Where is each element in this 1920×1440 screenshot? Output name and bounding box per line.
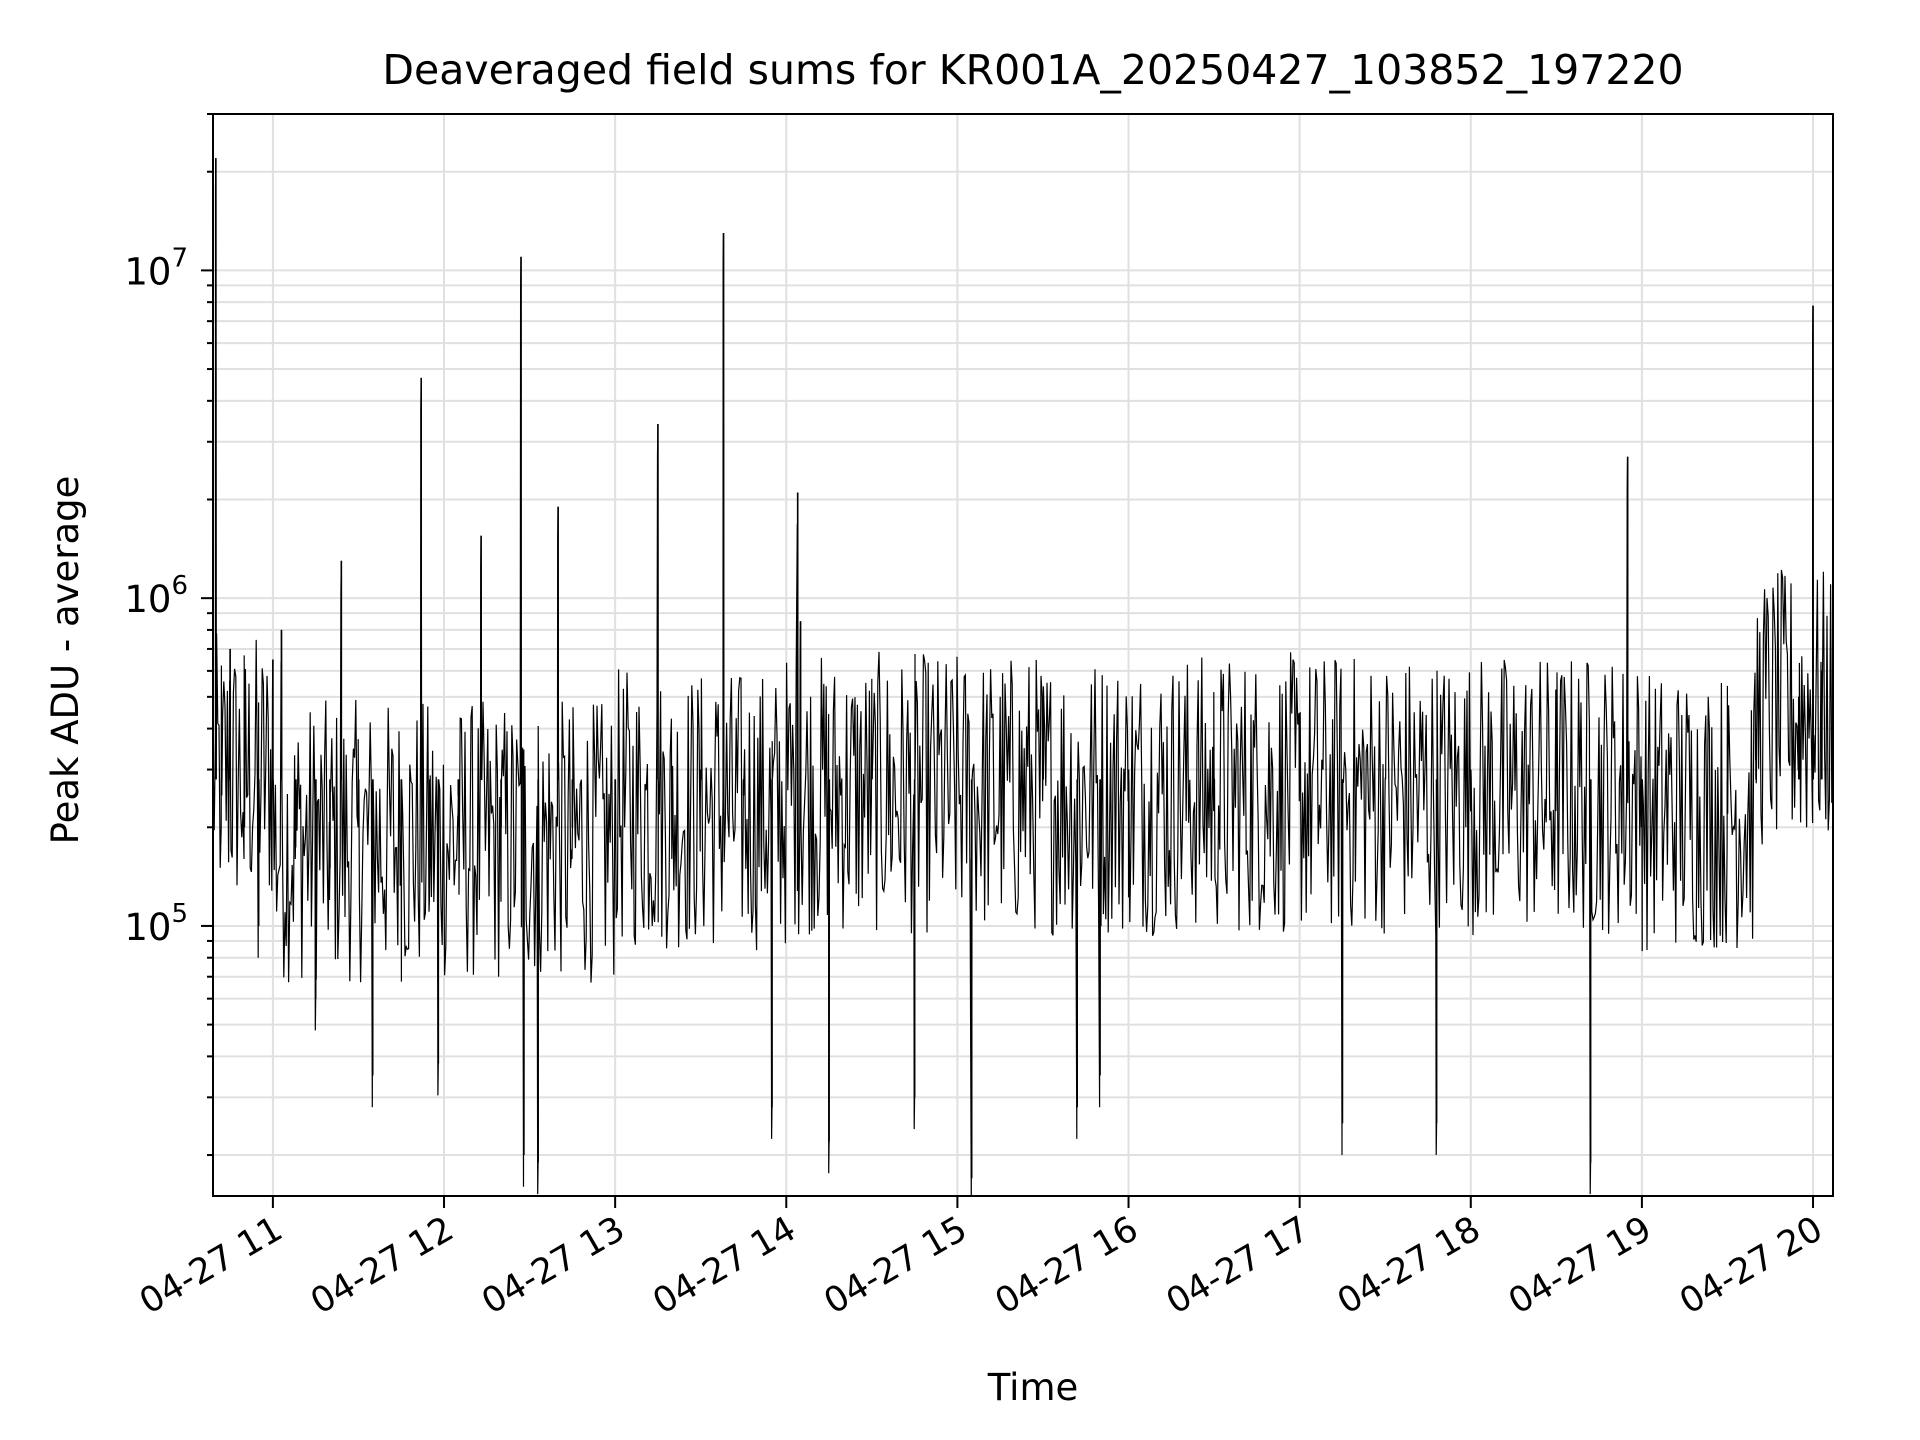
chart-title: Deaveraged field sums for KR001A_2025042… — [382, 46, 1683, 94]
y-tick-label: 107 — [124, 243, 188, 293]
y-tick-label: 106 — [124, 571, 188, 621]
series-line — [213, 158, 1833, 1196]
x-axis-label: Time — [987, 1366, 1079, 1409]
y-tick-base: 10 — [124, 906, 171, 949]
plot-frame — [212, 113, 1834, 1197]
y-tick-base: 10 — [124, 250, 171, 293]
y-tick-exponent: 5 — [171, 899, 188, 929]
y-tick-exponent: 7 — [171, 243, 188, 273]
series-layer — [213, 158, 1833, 1196]
y-tick-base: 10 — [124, 578, 171, 621]
y-tick-label: 105 — [124, 899, 188, 949]
y-axis-label: Peak ADU - average — [44, 476, 87, 845]
y-tick-exponent: 6 — [171, 571, 188, 601]
